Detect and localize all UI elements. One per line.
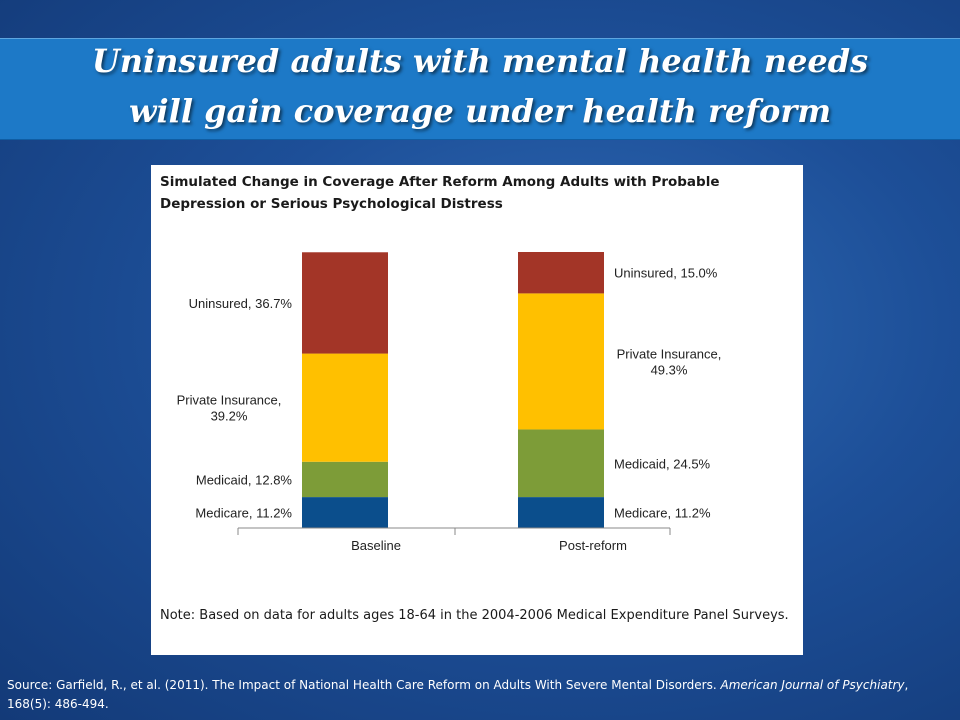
stacked-bar-chart: Medicare, 11.2% Medicaid, 12.8% Private In…	[177, 252, 722, 553]
label-post-reform-uninsured: Uninsured, 15.0%	[614, 266, 718, 281]
x-tick-label-post-reform: Post-reform	[559, 538, 627, 553]
label-baseline-private-insurance: Private Insurance, 39.2%	[177, 393, 282, 424]
label-baseline-medicaid: Medicaid, 12.8%	[196, 472, 293, 487]
source-details: , 168(5): 486-494.	[7, 678, 909, 711]
slide-title-line-2: will gain coverage under health reform	[128, 92, 832, 130]
chart-panel: Medicare, 11.2% Medicaid, 12.8% Private In…	[151, 165, 803, 655]
chart-title: Simulated Change in Coverage After Refor…	[160, 174, 720, 212]
label-post-reform-private-insurance: Private Insurance, 49.3%	[617, 346, 722, 377]
bar-post-reform-private-insurance	[518, 293, 604, 430]
slide-title-line-1: Uninsured adults with mental health need…	[91, 42, 869, 80]
label-baseline-medicare: Medicare, 11.2%	[195, 506, 292, 521]
source-citation: Source: Garfield, R., et al. (2011). The…	[7, 676, 947, 714]
bar-baseline-medicaid	[302, 461, 388, 498]
label-baseline-uninsured: Uninsured, 36.7%	[189, 296, 293, 311]
bar-post-reform-medicaid	[518, 429, 604, 498]
bar-baseline-private-insurance	[302, 353, 388, 462]
title-bar	[0, 38, 960, 140]
chart-note: Note: Based on data for adults ages 18-6…	[160, 608, 789, 623]
source-journal: American Journal of Psychiatry	[720, 678, 905, 692]
source-text: Source: Garfield, R., et al. (2011). The…	[7, 678, 721, 692]
bar-baseline-uninsured	[302, 252, 388, 354]
label-post-reform-medicare: Medicare, 11.2%	[614, 506, 711, 521]
bar-post-reform-medicare	[518, 497, 604, 528]
bar-post-reform-uninsured	[518, 252, 604, 294]
x-tick-label-baseline: Baseline	[351, 538, 401, 553]
bar-baseline-medicare	[302, 497, 388, 528]
label-post-reform-medicaid: Medicaid, 24.5%	[614, 456, 711, 471]
